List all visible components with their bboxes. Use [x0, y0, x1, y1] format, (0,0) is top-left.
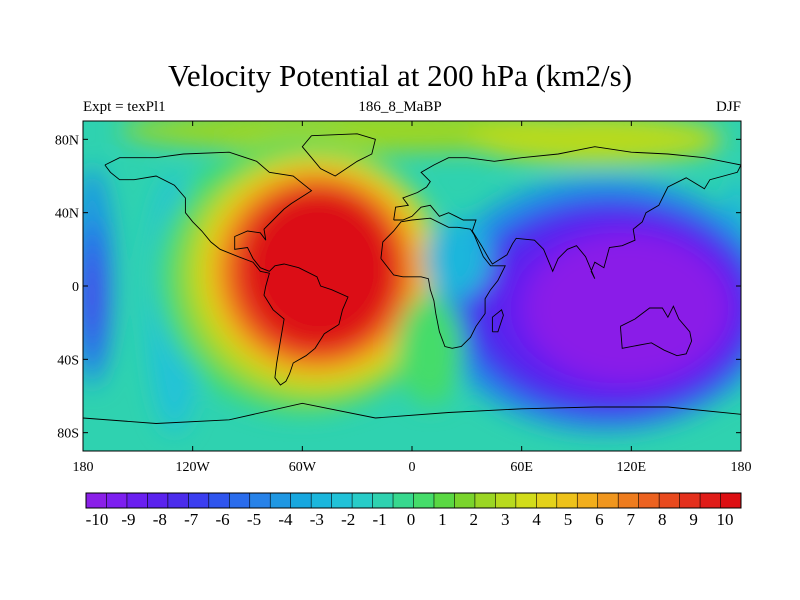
colorbar-label: 9 [689, 510, 698, 529]
colorbar-label: -1 [373, 510, 387, 529]
colorbar-box [106, 493, 128, 508]
colorbar-box [167, 493, 189, 508]
colorbar-box [454, 493, 476, 508]
colorbar-label: 10 [717, 510, 734, 529]
colorbar-box [270, 493, 291, 508]
field-contour-22 [397, 295, 464, 406]
run-label: 186_8_MaBP [358, 99, 442, 115]
colorbar-box [331, 493, 353, 508]
coastline-1 [301, 133, 376, 177]
coastline-2 [393, 146, 741, 279]
field-contour-23 [424, 218, 491, 299]
colorbar-label: 5 [564, 510, 573, 529]
colorbar-box [393, 493, 414, 508]
colorbar-frame [85, 492, 742, 509]
y-tick-label: 40S [57, 353, 79, 368]
colorbar-box [659, 493, 680, 508]
colorbar-box [618, 493, 639, 508]
y-axis: 80N 40N 0 40S 80S [55, 133, 741, 442]
x-tick-label: 60E [510, 460, 533, 475]
x-tick-label: 120W [176, 460, 211, 475]
colorbar-box [290, 493, 312, 508]
colorbar-box [577, 493, 599, 508]
coastline-4 [491, 309, 504, 333]
colorbar-box [372, 493, 394, 508]
colorbar-label: 3 [501, 510, 510, 529]
coastline-0 [104, 151, 349, 386]
chart-title: Velocity Potential at 200 hPa (km2/s) [167, 58, 633, 93]
colorbar-box [433, 493, 455, 508]
colorbar-label: 0 [407, 510, 416, 529]
colorbar-box [188, 493, 210, 508]
colorbar-label: 4 [532, 510, 541, 529]
y-tick-label: 80S [57, 427, 79, 442]
colorbar-label: -7 [184, 510, 199, 529]
colorbar-label: -2 [341, 510, 355, 529]
colorbar-label: -5 [247, 510, 261, 529]
contour-field [83, 121, 741, 451]
colorbar-box [700, 493, 721, 508]
colorbar-box [536, 493, 558, 508]
colorbar-label: 8 [658, 510, 667, 529]
x-tick-label: 60W [289, 460, 317, 475]
coastline-6 [83, 402, 741, 424]
colorbar: -10 -9 -8 -7 -6 -5 -4 -3 -2 -1 0 1 2 3 4 5 6 7 8 9 10 [85, 492, 742, 529]
colorbar-box [474, 493, 496, 508]
field-contour-15 [247, 190, 394, 345]
colorbar-box [147, 493, 169, 508]
experiment-label: Expt = texPl1 [83, 99, 166, 115]
colorbar-label: 7 [627, 510, 636, 529]
x-axis: 180 120W 60W 0 60E 120E 180 [73, 121, 752, 475]
colorbar-box [229, 493, 251, 508]
y-tick-label: 80N [55, 133, 79, 148]
colorbar-box [515, 493, 537, 508]
colorbar-box [208, 493, 230, 508]
colorbar-label: -3 [310, 510, 324, 529]
colorbar-label: -9 [121, 510, 135, 529]
colorbar-label: 2 [470, 510, 479, 529]
colorbar-box [126, 493, 148, 508]
coastlines [83, 133, 741, 424]
x-tick-label: 180 [731, 460, 752, 475]
colorbar-box [556, 493, 578, 508]
colorbar-label: 1 [438, 510, 447, 529]
y-tick-label: 0 [72, 280, 79, 295]
colorbar-box [495, 493, 517, 508]
colorbar-box [249, 493, 271, 508]
coastline-3 [380, 217, 506, 349]
x-tick-label: 0 [409, 460, 416, 475]
colorbar-box [720, 493, 742, 508]
field-contour-4 [84, 254, 100, 336]
field-blobs [83, 121, 741, 433]
y-tick-label: 40N [55, 207, 79, 222]
colorbar-box [86, 493, 107, 508]
x-tick-label: 180 [73, 460, 94, 475]
colorbar-label: 6 [595, 510, 604, 529]
colorbar-box [311, 493, 332, 508]
colorbar-box [352, 493, 373, 508]
colorbar-label: -4 [278, 510, 293, 529]
colorbar-box [413, 493, 435, 508]
colorbar-label: -8 [153, 510, 167, 529]
colorbar-box [597, 493, 619, 508]
season-label: DJF [715, 99, 741, 115]
colorbar-label: -10 [86, 510, 109, 529]
colorbar-box [638, 493, 660, 508]
coastline-5 [619, 305, 693, 357]
x-tick-label: 120E [617, 460, 647, 475]
colorbar-box [679, 493, 701, 508]
field-contour-21 [527, 234, 729, 382]
colorbar-label: -6 [216, 510, 230, 529]
